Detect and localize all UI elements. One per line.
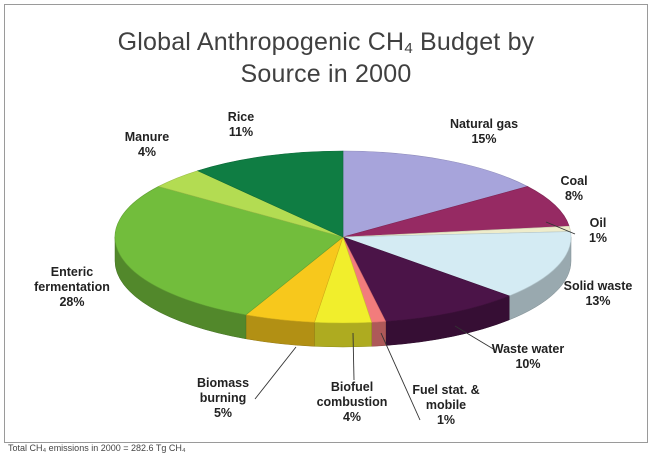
chart-title: Global Anthropogenic CH4 Budget by xyxy=(0,28,652,57)
slice-name-fuel-stat-mobile: Fuel stat. & xyxy=(412,383,479,397)
slice-percent-enteric-fermentation: 28% xyxy=(59,295,84,309)
slice-percent-waste-water: 10% xyxy=(515,357,540,371)
pie-slices xyxy=(114,150,572,324)
slice-name-biofuel-combustion: combustion xyxy=(317,395,388,409)
slice-percent-biomass-burning: 5% xyxy=(214,406,232,420)
slice-name-oil: Oil xyxy=(590,216,607,230)
slice-name-enteric-fermentation: fermentation xyxy=(34,280,110,294)
chart-title-line-2: Source in 2000 xyxy=(240,60,412,88)
pie-slice-natural-gas xyxy=(342,150,529,238)
slice-percent-manure: 4% xyxy=(138,145,156,159)
slice-name-fuel-stat-mobile: mobile xyxy=(426,398,466,412)
slice-percent-rice: 11% xyxy=(229,125,253,139)
slice-name-biofuel-combustion: Biofuel xyxy=(331,380,373,394)
slice-name-manure: Manure xyxy=(125,130,170,144)
leader-line-biomass-burning xyxy=(254,346,297,400)
pie-slice-enteric-fermentation xyxy=(114,186,344,316)
leader-line-oil xyxy=(545,221,576,235)
slice-name-coal: Coal xyxy=(560,174,587,188)
slice-name-natural-gas: Natural gas xyxy=(450,117,518,131)
pie-side-fuel-stat-mobile xyxy=(371,321,386,347)
slice-percent-oil: 1% xyxy=(589,231,607,245)
slice-name-biomass-burning: burning xyxy=(200,391,247,405)
pie-slice-waste-water xyxy=(342,236,511,322)
slice-name-solid-waste: Solid waste xyxy=(564,279,633,293)
slice-name-waste-water: Waste water xyxy=(492,342,565,356)
slice-percent-natural-gas: 15% xyxy=(471,132,496,146)
chart-title-suffix: Budget by xyxy=(412,28,535,56)
pie-slice-rice xyxy=(196,150,344,238)
leader-line-biofuel-combustion xyxy=(352,332,355,381)
chart-title-subscript: 4 xyxy=(404,40,413,57)
slice-percent-coal: 8% xyxy=(565,189,583,203)
footnote: Total CH₄ emissions in 2000 = 282.6 Tg C… xyxy=(8,443,186,453)
slice-percent-fuel-stat-mobile: 1% xyxy=(437,413,455,427)
slice-name-enteric-fermentation: Enteric xyxy=(51,265,93,279)
slice-percent-biofuel-combustion: 4% xyxy=(343,410,361,424)
chart-title-prefix: Global Anthropogenic CH xyxy=(117,28,405,56)
pie-side-biofuel-combustion xyxy=(314,322,372,348)
leader-line-fuel-stat-mobile xyxy=(380,332,421,421)
leader-line-waste-water xyxy=(454,325,496,351)
slice-name-rice: Rice xyxy=(228,110,254,124)
pie-side-walls xyxy=(114,236,572,348)
pie-slice-solid-waste xyxy=(342,231,572,297)
pie-slice-coal xyxy=(342,186,570,238)
slice-name-biomass-burning: Biomass xyxy=(197,376,249,390)
slice-percent-solid-waste: 13% xyxy=(585,294,610,308)
